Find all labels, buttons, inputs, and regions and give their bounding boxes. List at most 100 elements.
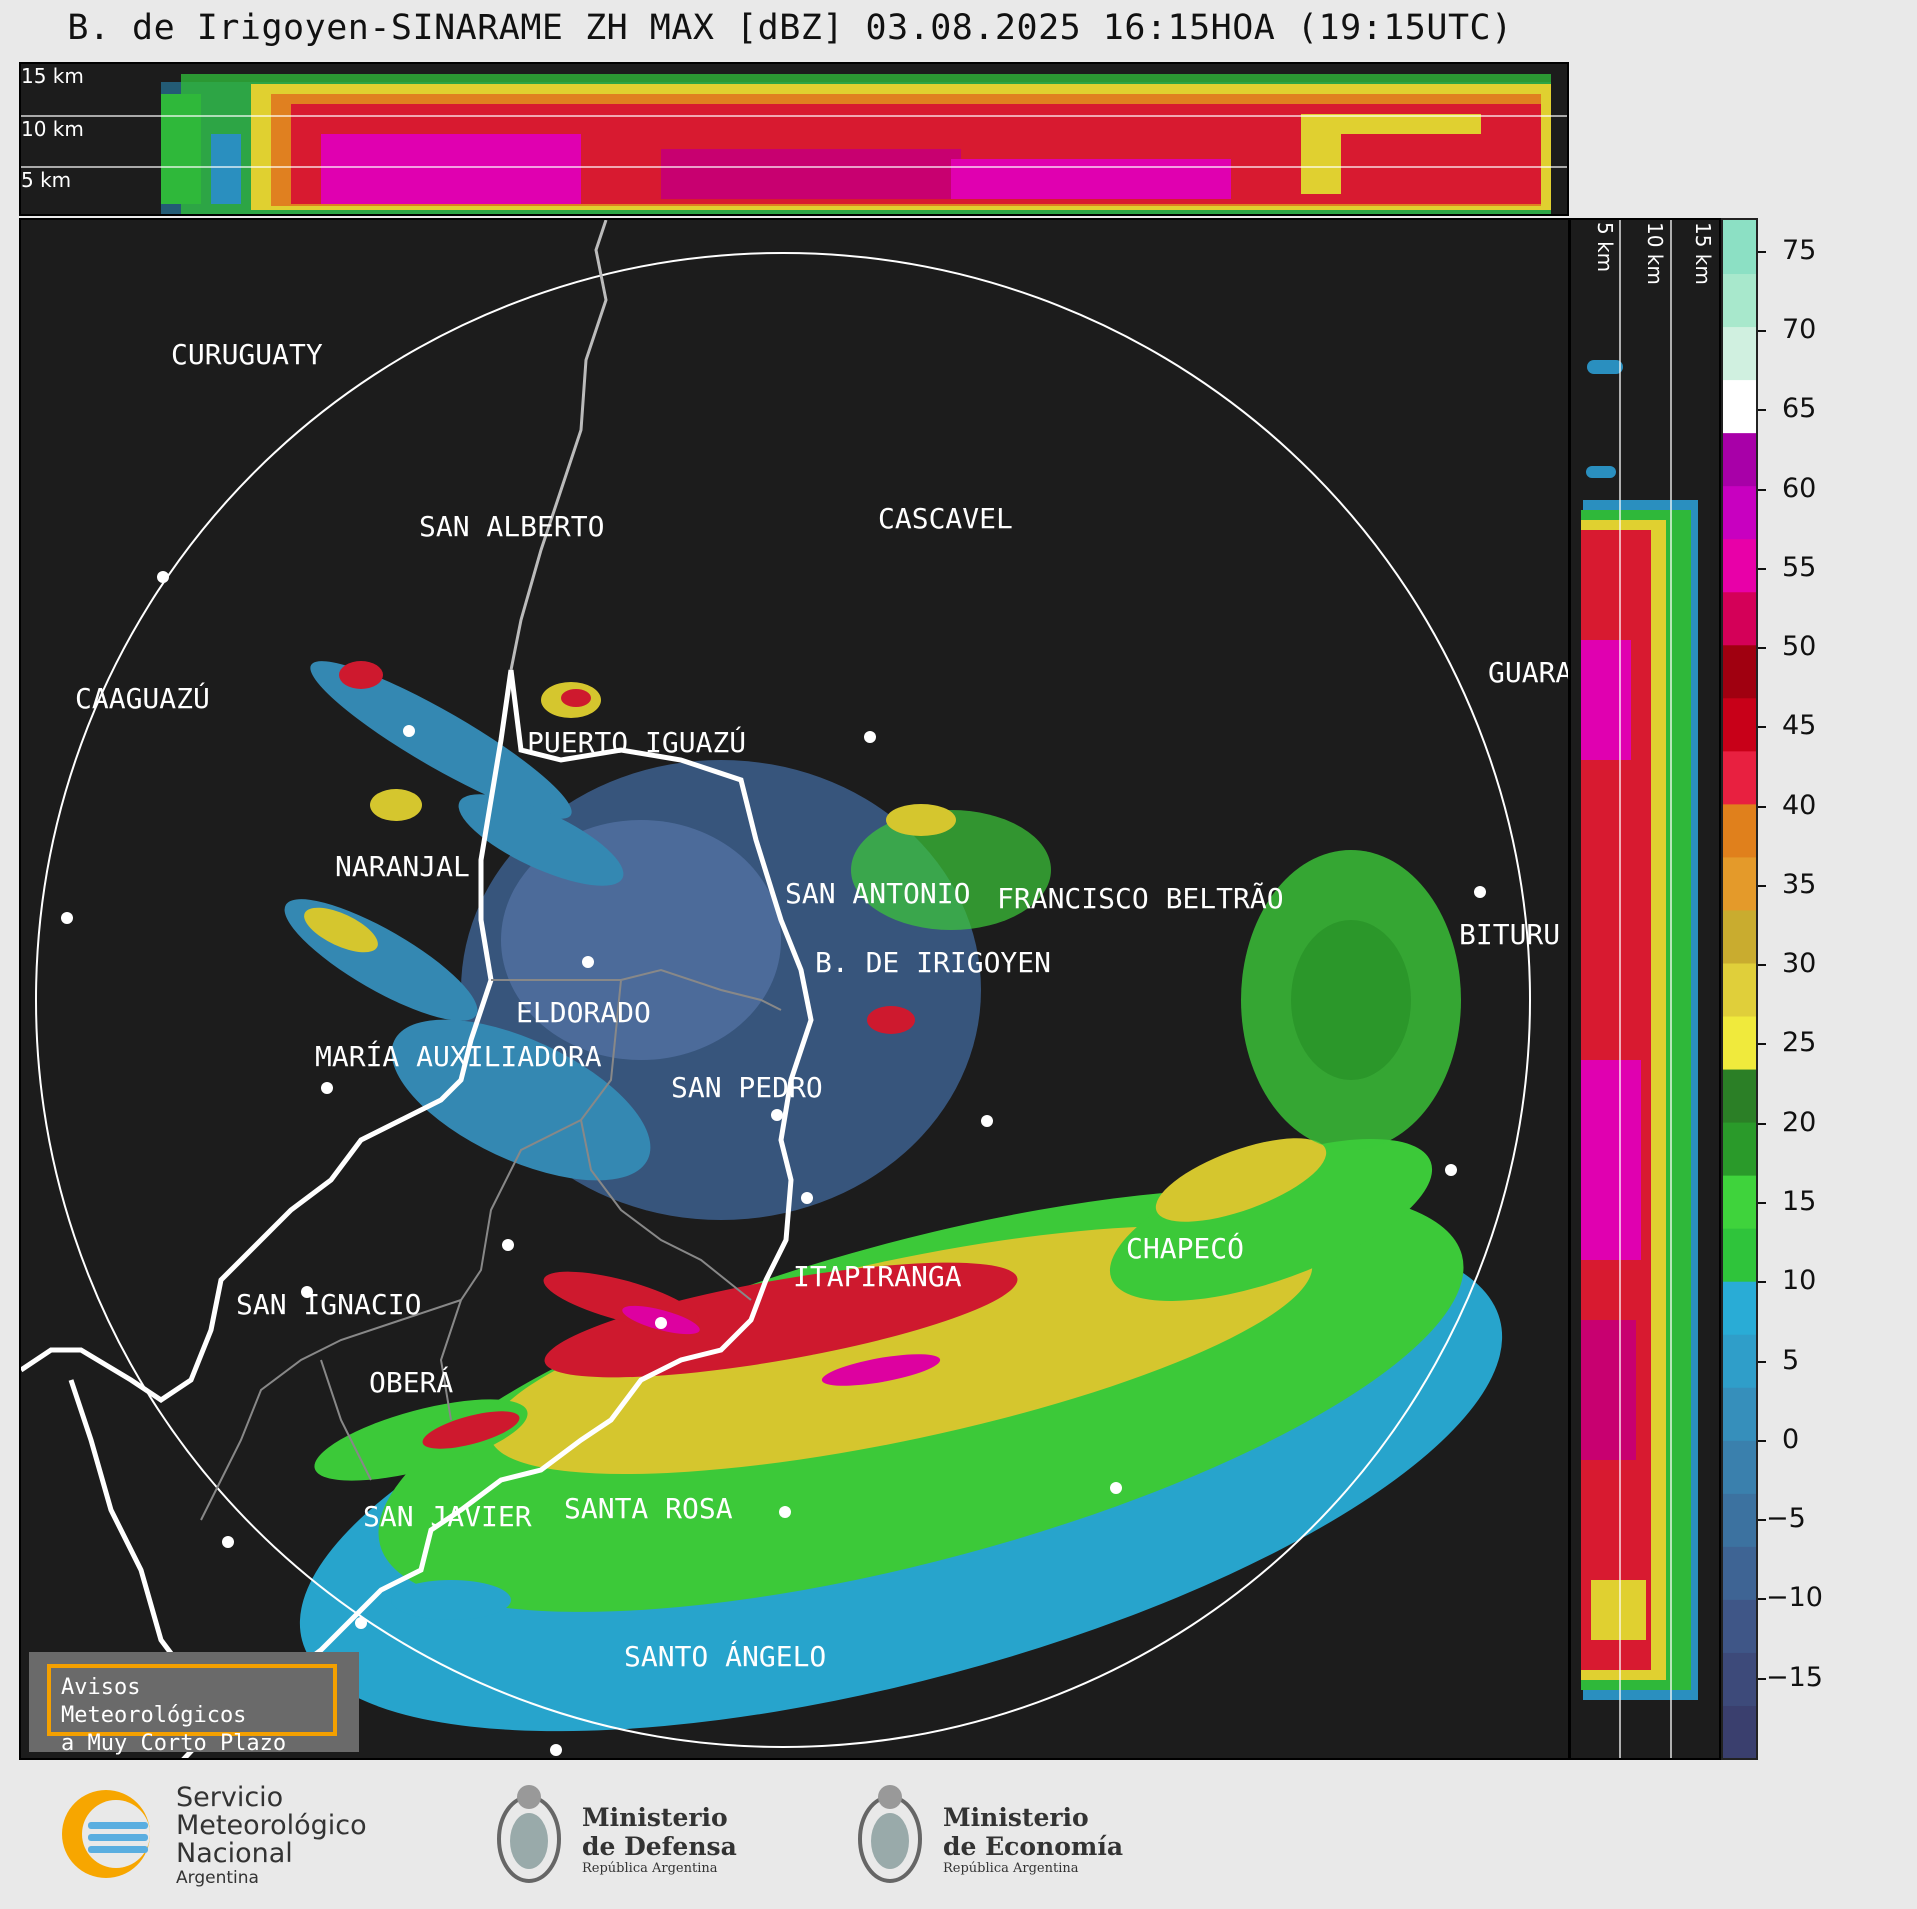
city-label-guara: GUARA [1488, 656, 1570, 689]
colorbar-tick-label: 30 [1782, 948, 1817, 980]
colorbar-tick-label: −15 [1766, 1661, 1823, 1693]
colorbar-tick-mark [1758, 1360, 1766, 1363]
colorbar-segment [1723, 1280, 1756, 1335]
coat-of-arms-icon [497, 1785, 561, 1883]
colorbar-segment [1723, 1492, 1756, 1547]
colorbar-tick-label: 65 [1782, 393, 1817, 425]
ministerio-defensa-logo: Ministerio de Defensa República Argentin… [494, 1775, 754, 1895]
colorbar-segment [1723, 379, 1756, 434]
colorbar-tick-mark [1758, 567, 1766, 570]
colorbar-tick-label: 5 [1782, 1344, 1800, 1376]
height-label-15km: 15 km [21, 64, 84, 88]
colorbar-tick-mark [1758, 1677, 1766, 1680]
colorbar-tick-mark [1758, 964, 1766, 967]
colorbar-segment [1723, 220, 1756, 275]
colorbar-tick-label: 70 [1782, 313, 1817, 345]
colorbar-tick-label: 55 [1782, 551, 1817, 583]
colorbar-tick-mark [1758, 1202, 1766, 1205]
coat-of-arms-icon [858, 1785, 922, 1883]
colorbar-tick-label: 15 [1782, 1186, 1817, 1218]
defensa-line-1: Ministerio [582, 1803, 728, 1832]
colorbar-segment [1723, 856, 1756, 911]
colorbar-tick-label: 25 [1782, 1027, 1817, 1059]
colorbar-tick-mark [1758, 1122, 1766, 1125]
height-label-10km-vertical: 10 km [1643, 222, 1667, 285]
colorbar-tick-label: 10 [1782, 1265, 1817, 1297]
warning-box[interactable]: Avisos Meteorológicos a Muy Corto Plazo [29, 1652, 359, 1756]
colorbar-tick-mark [1758, 884, 1766, 887]
city-label-puerto-iguazu: PUERTO IGUAZÚ [527, 726, 747, 759]
ministerio-economia-logo: Ministerio de Economía República Argenti… [855, 1775, 1135, 1895]
colorbar-segment [1723, 273, 1756, 328]
smn-logo-line-1: Servicio [176, 1782, 284, 1813]
colorbar-segment [1723, 644, 1756, 699]
colorbar-tick-label: 50 [1782, 631, 1817, 663]
colorbar-tick-label: 20 [1782, 1106, 1817, 1138]
city-label-francisco-beltrao: FRANCISCO BELTRÃO [997, 882, 1284, 915]
argentina-paraguay-border-south [68, 1379, 193, 1682]
colorbar-segment [1723, 1598, 1756, 1653]
colorbar-tick-mark [1758, 647, 1766, 650]
city-label-chapeco: CHAPECÓ [1126, 1232, 1245, 1265]
right-cross-section: 5 km 10 km 15 km [1569, 218, 1721, 1760]
city-label-caaguazu: CAAGUAZÚ [75, 682, 210, 715]
city-label-eldorado: ELDORADO [516, 996, 651, 1029]
colorbar-segment [1723, 1386, 1756, 1441]
colorbar-tick-mark [1758, 1439, 1766, 1442]
colorbar-tick-mark [1758, 1281, 1766, 1284]
colorbar-segment [1723, 1333, 1756, 1388]
height-label-5km: 5 km [21, 168, 72, 192]
city-label-san-alberto: SAN ALBERTO [419, 510, 605, 543]
economia-line-2: de Economía [943, 1832, 1124, 1861]
height-label-15km-vertical: 15 km [1691, 222, 1715, 285]
radar-echoes [284, 661, 1503, 1732]
colorbar-segment [1723, 1015, 1756, 1070]
colorbar-tick-label: 0 [1782, 1423, 1800, 1455]
colorbar-segment [1723, 1704, 1756, 1758]
colorbar-segment [1723, 697, 1756, 752]
city-label-b-de-irigoyen: B. DE IRIGOYEN [815, 946, 1052, 979]
defensa-line-3: República Argentina [582, 1861, 718, 1876]
city-label-santa-rosa: SANTA ROSA [564, 1492, 733, 1525]
colorbar-tick-label: 45 [1782, 710, 1817, 742]
radar-map-graphics [21, 220, 1531, 1758]
colorbar-tick-mark [1758, 805, 1766, 808]
colorbar-tick-mark [1758, 1519, 1766, 1522]
city-label-itapiranga: ITAPIRANGA [793, 1260, 962, 1293]
colorbar-segment [1723, 538, 1756, 593]
city-label-san-pedro: SAN PEDRO [671, 1071, 823, 1104]
argentina-paraguay-border [21, 669, 514, 1404]
colorbar-segment [1723, 750, 1756, 805]
radar-map: CURUGUATY SAN ALBERTO CASCAVEL GUARA CAA… [19, 218, 1570, 1760]
colorbar-segment [1723, 1121, 1756, 1176]
city-label-san-ignacio: SAN IGNACIO [236, 1288, 422, 1321]
argentina-brazil-border [181, 669, 814, 1758]
colorbar-tick-label: 60 [1782, 472, 1817, 504]
warning-line-2: a Muy Corto Plazo [61, 1731, 287, 1756]
colorbar-tick-mark [1758, 329, 1766, 332]
smn-logo-line-2: Meteorológico [176, 1810, 367, 1841]
top-cross-section-echo [21, 74, 1567, 214]
colorbar-segment [1723, 1068, 1756, 1123]
city-label-curuguaty: CURUGUATY [171, 338, 323, 371]
colorbar-tick-mark [1758, 250, 1766, 253]
right-cross-section-echo [1581, 220, 1698, 1758]
warning-line-1: Avisos Meteorológicos [61, 1675, 247, 1728]
city-label-san-javier: SAN JAVIER [363, 1500, 532, 1533]
paraguay-brazil-border [509, 220, 608, 671]
colorbar-tick-mark [1758, 1598, 1766, 1601]
colorbar-segment [1723, 591, 1756, 646]
warning-box-frame: Avisos Meteorológicos a Muy Corto Plazo [47, 1664, 337, 1756]
economia-line-3: República Argentina [943, 1861, 1079, 1876]
colorbar-tick-mark [1758, 409, 1766, 412]
colorbar-segment [1723, 962, 1756, 1017]
colorbar-segment [1723, 485, 1756, 540]
colorbar-tick-label: −10 [1766, 1582, 1823, 1614]
top-cross-section: 15 km 10 km 5 km [19, 62, 1569, 216]
colorbar-segment [1723, 803, 1756, 858]
city-label-naranjal: NARANJAL [335, 850, 470, 883]
map-title: B. de Irigoyen-SINARAME ZH MAX [dBZ] 03.… [67, 8, 1513, 48]
colorbar-tick-mark [1758, 488, 1766, 491]
colorbar-tick-mark [1758, 726, 1766, 729]
colorbar-segment [1723, 1651, 1756, 1706]
